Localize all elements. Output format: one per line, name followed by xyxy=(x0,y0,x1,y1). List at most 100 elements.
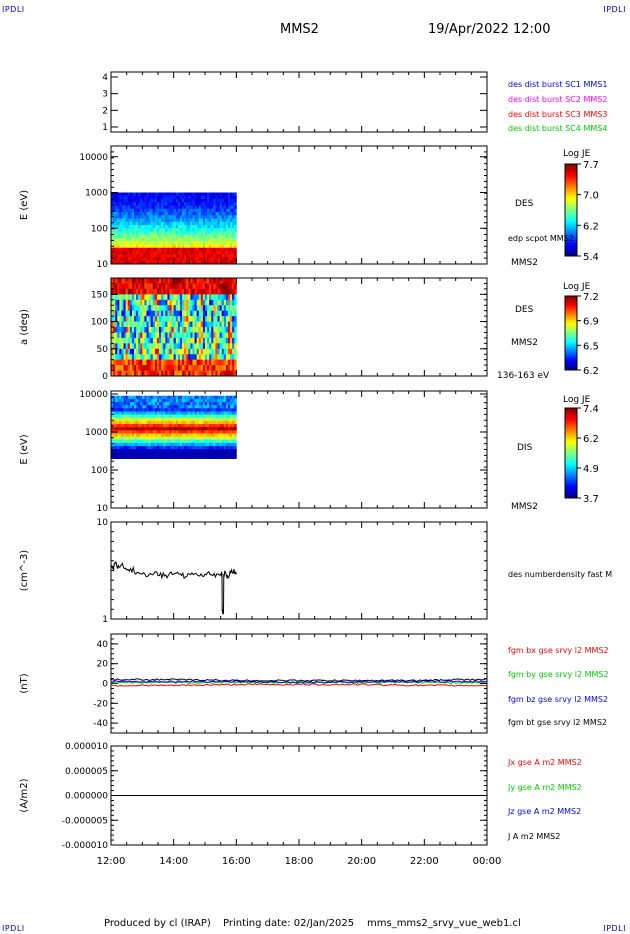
dis-energy-cell xyxy=(213,427,216,431)
des-pitch-cell xyxy=(169,288,172,295)
des-energy-cell xyxy=(202,238,206,242)
dis-energy-cell xyxy=(175,395,179,400)
dis-energy-cell xyxy=(169,405,172,409)
dis-energy-cell xyxy=(209,395,212,400)
colorbar-cell xyxy=(565,214,577,218)
colorbar-cell xyxy=(565,353,577,356)
dis-energy-cell xyxy=(173,395,177,400)
des-pitch-cell xyxy=(146,283,149,290)
des-pitch-cell xyxy=(152,299,156,306)
dis-energy-cell xyxy=(213,414,216,419)
des-pitch-cell xyxy=(223,283,227,290)
des-energy-cell xyxy=(136,257,139,262)
dis-energy-cell xyxy=(200,449,204,453)
dis-energy-cell xyxy=(205,446,208,450)
dis-energy-cell xyxy=(115,402,118,406)
des-energy-cell xyxy=(154,238,158,242)
des-energy-cell xyxy=(194,234,198,239)
des-energy-cell xyxy=(182,218,185,223)
des-energy-cell xyxy=(161,205,164,210)
des-pitch-cell xyxy=(156,321,160,328)
des-pitch-cell xyxy=(171,278,175,284)
des-energy-cell xyxy=(234,254,237,258)
des-energy-cell xyxy=(225,247,229,252)
des-energy-cell xyxy=(205,254,208,258)
des-energy-cell xyxy=(138,212,141,216)
des-energy-cell xyxy=(146,221,149,226)
des-energy-cell xyxy=(111,205,114,210)
des-energy-cell xyxy=(159,257,162,262)
dis-energy-cell xyxy=(119,439,122,444)
dis-energy-cell xyxy=(232,439,235,444)
des-energy-cell xyxy=(129,251,133,255)
dis-energy-cell xyxy=(173,427,177,431)
des-energy-cell xyxy=(148,244,152,249)
des-energy-cell xyxy=(230,228,233,232)
des-pitch-cell xyxy=(167,348,170,355)
des-energy-cell xyxy=(163,251,166,255)
dis-energy-cell xyxy=(196,442,200,447)
dis-energy-cell xyxy=(171,417,175,422)
des-pitch-cell xyxy=(165,305,168,312)
des-pitch-cell xyxy=(119,337,122,344)
des-energy-cell xyxy=(171,208,175,213)
legend-j: J A m2 MMS2 xyxy=(508,832,561,841)
des-pitch-cell xyxy=(163,288,166,295)
des-energy-cell xyxy=(179,192,183,197)
des-energy-cell xyxy=(209,202,212,206)
dis-energy-cell xyxy=(125,411,129,415)
des-energy-cell xyxy=(136,241,139,245)
des-pitch-cell xyxy=(215,337,218,344)
des-energy-cell xyxy=(146,247,149,252)
dis-energy-cell xyxy=(148,442,152,447)
dis-energy-cell xyxy=(202,398,206,403)
dis-energy-cell xyxy=(159,442,162,447)
dis-energy-cell xyxy=(202,405,206,409)
dis-energy-cell xyxy=(179,436,183,441)
dis-energy-cell xyxy=(198,417,202,422)
des-energy-cell xyxy=(142,251,145,255)
des-energy-cell xyxy=(117,221,120,226)
des-pitch-cell xyxy=(129,299,133,306)
des-pitch-cell xyxy=(192,310,195,317)
des-energy-y-tick-label: 10000 xyxy=(79,153,108,163)
dis-energy-cell xyxy=(173,411,177,415)
des-pitch-cell xyxy=(142,343,145,350)
dis-energy-cell xyxy=(119,402,122,406)
des-energy-cell xyxy=(209,205,212,210)
des-energy-cell xyxy=(207,244,210,249)
des-pitch-cell xyxy=(125,288,129,295)
des-pitch-cell xyxy=(211,299,214,306)
des-energy-cell xyxy=(211,257,214,262)
dis-energy-cell xyxy=(148,446,152,450)
dis-energy-cell xyxy=(182,452,185,456)
des-energy-cell xyxy=(225,254,229,258)
des-pitch-cell xyxy=(213,283,216,290)
des-pitch-cell xyxy=(159,365,162,371)
des-energy-cell xyxy=(202,225,206,229)
dis-energy-cell xyxy=(117,433,120,437)
des-pitch-cell xyxy=(232,283,235,290)
colorbar-cell xyxy=(565,466,577,470)
dis-energy-cell xyxy=(202,427,206,431)
dis-energy-cell xyxy=(113,411,116,415)
dis-energy-cell xyxy=(173,417,177,422)
des-energy-cell xyxy=(175,234,179,239)
des-energy-cell xyxy=(202,257,206,262)
des-pitch-cell xyxy=(211,310,214,317)
dis-energy-cell xyxy=(227,439,231,444)
dis-energy-cell xyxy=(152,395,156,400)
dis-energy-cell xyxy=(156,405,160,409)
dis-energy-cell xyxy=(171,408,175,412)
dis-energy-cell xyxy=(165,411,168,415)
dis-energy-cell xyxy=(113,408,116,412)
dis-energy-cell xyxy=(173,449,177,453)
des-energy-cell xyxy=(156,251,160,255)
dis-energy-cell xyxy=(213,408,216,412)
colorbar-cell xyxy=(565,336,577,340)
des-energy-cell xyxy=(182,228,185,232)
des-energy-cell xyxy=(225,241,229,245)
dis-energy-cell xyxy=(136,446,139,450)
des-energy-cell xyxy=(115,254,118,258)
des-pitch-cell xyxy=(117,359,120,366)
